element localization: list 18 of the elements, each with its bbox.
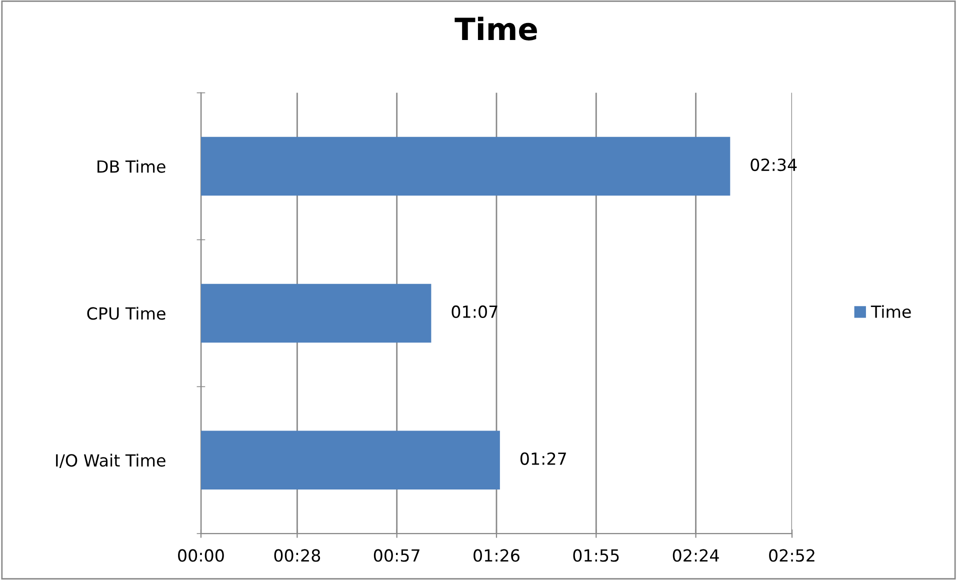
x-tick-label: 00:00 <box>178 549 224 562</box>
bar <box>200 430 500 490</box>
x-tick-label: 02:52 <box>769 549 814 562</box>
data-label: 01:07 <box>452 305 498 318</box>
chart-title: Time <box>454 16 537 40</box>
data-label: 01:27 <box>520 452 566 465</box>
x-tick-label: 00:57 <box>374 549 420 562</box>
x-tick-label: 01:55 <box>573 549 619 562</box>
bar <box>200 284 432 343</box>
y-tick-label: DB Time <box>98 160 166 173</box>
x-tick-label: 01:26 <box>474 549 520 562</box>
y-tick-label: I/O Wait Time <box>56 454 166 468</box>
x-tick-label: 02:24 <box>672 549 719 562</box>
legend-label: Time <box>870 305 911 318</box>
bar <box>200 136 730 196</box>
x-tick-label: 00:28 <box>274 549 320 562</box>
data-label: 02:34 <box>750 158 797 172</box>
y-tick-label: CPU Time <box>87 306 166 320</box>
